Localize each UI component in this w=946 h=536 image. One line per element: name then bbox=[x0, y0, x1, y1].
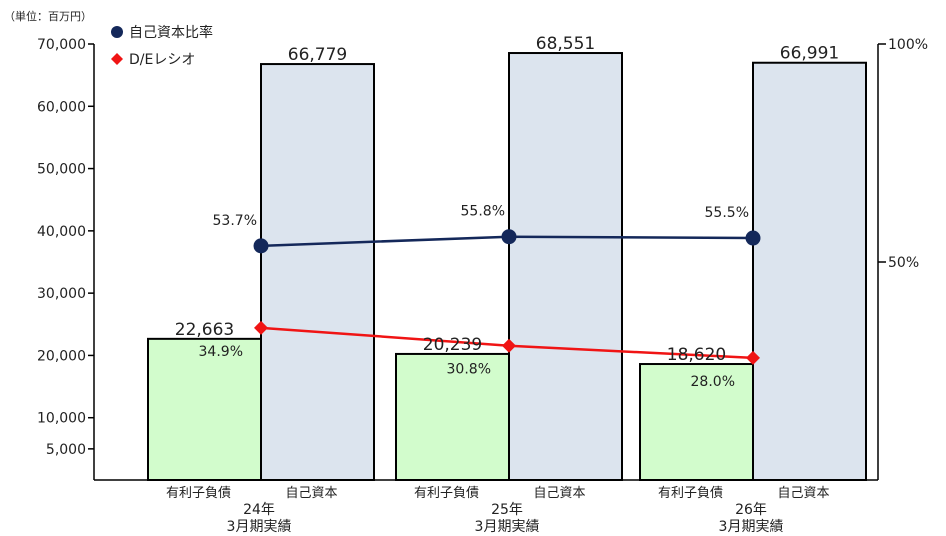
y-right-tick-label: 50% bbox=[888, 255, 919, 271]
x-category-label: 有利子負債 bbox=[658, 486, 723, 501]
x-period-label: 24年 bbox=[243, 502, 275, 518]
y-left-tick-label: 40,000 bbox=[37, 224, 86, 240]
legend-label-equity-ratio: 自己資本比率 bbox=[129, 24, 213, 41]
x-period-label: 3月期実績 bbox=[227, 519, 292, 535]
bar-equity-value: 66,779 bbox=[288, 45, 347, 65]
point-equity-ratio bbox=[745, 230, 761, 246]
y-left-tick-label: 70,000 bbox=[37, 37, 86, 53]
point-de-ratio bbox=[746, 350, 760, 365]
bar-equity-value: 68,551 bbox=[536, 34, 595, 54]
x-category-label: 自己資本 bbox=[777, 486, 829, 501]
point-equity-ratio bbox=[501, 229, 517, 245]
bar-debt bbox=[639, 363, 754, 481]
bar-equity-value: 66,991 bbox=[780, 44, 839, 64]
label-de-ratio: 34.9% bbox=[199, 344, 243, 360]
y-left-tick-label: 10,000 bbox=[37, 411, 86, 427]
label-equity-ratio: 55.5% bbox=[705, 205, 749, 221]
bar-equity bbox=[260, 63, 375, 481]
legend: 自己資本比率 D/Eレシオ bbox=[111, 24, 213, 68]
x-category-label: 有利子負債 bbox=[414, 486, 479, 501]
label-de-ratio: 30.8% bbox=[447, 362, 491, 378]
x-period-label: 3月期実績 bbox=[719, 519, 784, 535]
legend-label-de-ratio: D/Eレシオ bbox=[129, 52, 195, 68]
point-de-ratio bbox=[254, 320, 268, 335]
point-equity-ratio bbox=[253, 238, 269, 254]
x-category-label: 自己資本 bbox=[285, 486, 337, 501]
y-left-tick-label: 50,000 bbox=[37, 162, 86, 178]
y-left-tick-label: 20,000 bbox=[37, 348, 86, 364]
legend-marker-de-ratio bbox=[111, 53, 123, 65]
label-equity-ratio: 55.8% bbox=[461, 204, 505, 220]
bar-equity bbox=[508, 52, 623, 481]
bars bbox=[147, 52, 867, 482]
bar-debt-value: 22,663 bbox=[175, 320, 234, 340]
unit-label: （単位：百万円） bbox=[4, 9, 92, 23]
label-equity-ratio: 53.7% bbox=[213, 213, 257, 229]
x-category-label: 有利子負債 bbox=[166, 486, 231, 501]
series-lines bbox=[253, 229, 761, 365]
y-right-tick-label: 100% bbox=[888, 37, 928, 53]
y-left-tick-label: 5,000 bbox=[46, 442, 86, 458]
bar-debt bbox=[147, 337, 262, 481]
x-period-label: 25年 bbox=[491, 502, 523, 518]
point-de-ratio bbox=[502, 338, 516, 353]
y-left-tick-label: 30,000 bbox=[37, 286, 86, 302]
x-period-label: 3月期実績 bbox=[475, 519, 540, 535]
bar-debt-value: 20,239 bbox=[423, 335, 482, 355]
bar-debt-value: 18,620 bbox=[667, 345, 726, 365]
x-period-label: 26年 bbox=[735, 502, 767, 518]
x-category-label: 自己資本 bbox=[533, 486, 585, 501]
bar-equity bbox=[752, 61, 867, 482]
y-left-tick-label: 60,000 bbox=[37, 99, 86, 115]
legend-marker-equity-ratio bbox=[111, 26, 123, 38]
label-de-ratio: 28.0% bbox=[691, 374, 735, 390]
